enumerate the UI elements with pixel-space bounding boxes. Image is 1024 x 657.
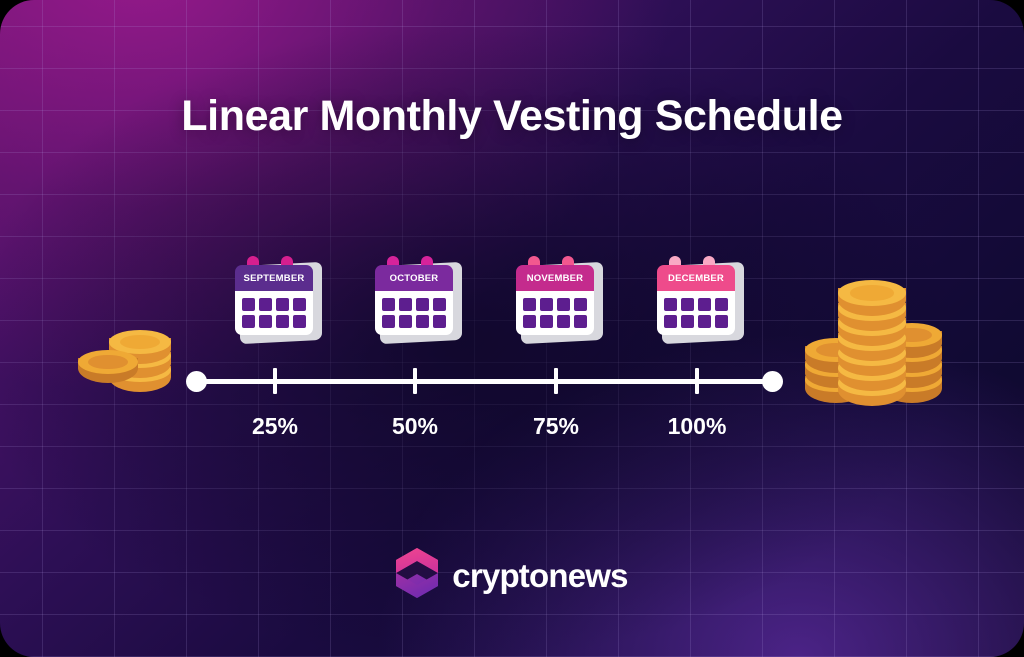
coin-rim (849, 285, 895, 301)
timeline-start-dot (186, 371, 207, 392)
calendar-day-cell (242, 315, 255, 328)
brand-name: cryptonews (452, 556, 628, 594)
calendar-header: SEPTEMBER (235, 265, 313, 291)
page-title: Linear Monthly Vesting Schedule (181, 92, 843, 140)
calendar-day-grid (375, 291, 453, 335)
calendar-december: DECEMBER (649, 256, 745, 345)
calendar-day-cell (574, 315, 587, 328)
calendar-day-cell (557, 315, 570, 328)
calendar-day-cell (293, 298, 306, 311)
calendar-month-label: NOVEMBER (526, 272, 584, 284)
calendar-day-cell (574, 298, 587, 311)
calendar-day-cell (433, 315, 446, 328)
calendar-day-cell (715, 315, 728, 328)
calendar-day-cell (382, 298, 395, 311)
calendar-day-cell (259, 298, 272, 311)
timeline-tick (413, 368, 417, 394)
brand-logo: cryptonews (0, 548, 1024, 603)
calendar-day-grid (657, 291, 735, 335)
calendar-day-cell (664, 298, 677, 311)
calendar-day-grid (516, 291, 594, 335)
calendar-header: OCTOBER (375, 265, 453, 291)
calendar-day-cell (715, 298, 728, 311)
timeline-end-dot (762, 371, 783, 392)
calendar-day-cell (523, 298, 536, 311)
timeline-tick (695, 368, 699, 394)
calendar-day-grid (235, 291, 313, 335)
cryptonews-hexagon-logo-icon (396, 548, 439, 603)
calendar-day-cell (276, 315, 289, 328)
calendar-september: SEPTEMBER (227, 256, 323, 345)
coin-rim (119, 334, 161, 350)
calendar-day-cell (276, 298, 289, 311)
timeline-track (196, 379, 772, 384)
calendar-day-cell (416, 315, 429, 328)
calendar-day-cell (540, 315, 553, 328)
calendar-day-cell (242, 298, 255, 311)
calendar-header: DECEMBER (657, 265, 735, 291)
calendar-day-cell (681, 298, 694, 311)
calendar-day-cell (698, 298, 711, 311)
calendar-day-cell (399, 315, 412, 328)
calendar-day-cell (664, 315, 677, 328)
calendar-october: OCTOBER (367, 256, 463, 345)
calendar-day-cell (259, 315, 272, 328)
timeline-percent-label: 100% (667, 413, 727, 439)
calendar-day-cell (681, 315, 694, 328)
calendar-day-cell (523, 315, 536, 328)
calendar-day-cell (416, 298, 429, 311)
calendar-month-label: OCTOBER (389, 272, 439, 284)
timeline-tick (554, 368, 558, 394)
calendar-day-cell (540, 298, 553, 311)
calendar-day-cell (557, 298, 570, 311)
calendar-month-label: SEPTEMBER (243, 272, 305, 284)
coin-rim (88, 354, 128, 370)
calendar-day-cell (382, 315, 395, 328)
timeline-percent-label: 50% (391, 413, 439, 439)
calendar-day-cell (698, 315, 711, 328)
timeline-tick (273, 368, 277, 394)
calendar-day-cell (433, 298, 446, 311)
calendar-day-cell (399, 298, 412, 311)
timeline-percent-label: 25% (251, 413, 299, 439)
calendar-day-cell (293, 315, 306, 328)
timeline-percent-label: 75% (532, 413, 580, 439)
calendar-header: NOVEMBER (516, 265, 594, 291)
calendar-month-label: DECEMBER (668, 272, 724, 284)
calendar-november: NOVEMBER (508, 256, 604, 345)
